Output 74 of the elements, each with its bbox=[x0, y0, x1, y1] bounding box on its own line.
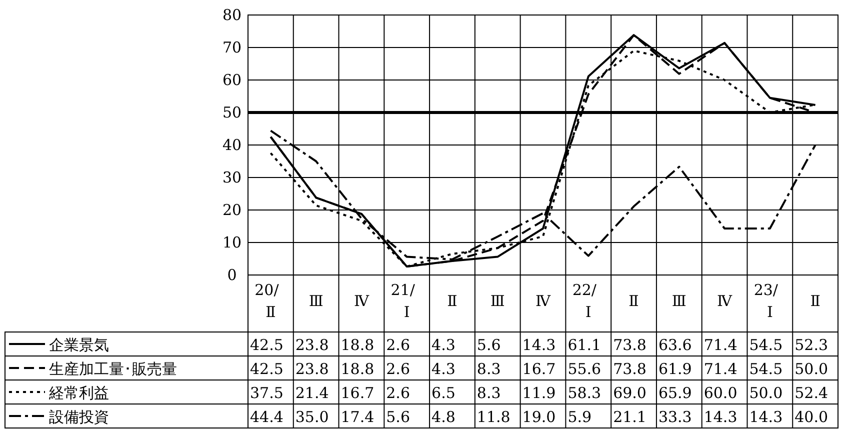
data-label: 52.3 bbox=[794, 336, 828, 354]
data-label: 4.8 bbox=[432, 408, 456, 426]
data-label: 11.8 bbox=[476, 408, 510, 426]
data-label: 4.3 bbox=[432, 360, 456, 378]
x-tick-label: 22/Ⅰ bbox=[572, 281, 598, 321]
y-tick-label: 60 bbox=[222, 71, 242, 89]
x-tick-label: Ⅳ bbox=[536, 292, 552, 310]
data-label: 17.4 bbox=[340, 408, 374, 426]
data-label: 5.9 bbox=[568, 408, 592, 426]
x-tick-label: Ⅲ bbox=[672, 292, 686, 310]
data-label: 40.0 bbox=[794, 408, 828, 426]
x-tick-label: Ⅲ bbox=[308, 292, 324, 310]
data-label: 58.3 bbox=[568, 384, 602, 402]
data-label: 33.3 bbox=[658, 408, 692, 426]
data-label: 42.5 bbox=[250, 336, 284, 354]
x-tick-label: 23/Ⅰ bbox=[754, 281, 779, 321]
y-tick-label: 80 bbox=[222, 6, 242, 24]
x-tick-label: Ⅱ bbox=[810, 292, 820, 310]
data-label: 14.3 bbox=[749, 408, 783, 426]
data-label: 65.9 bbox=[658, 384, 692, 402]
data-label: 14.3 bbox=[704, 408, 738, 426]
data-label: 23.8 bbox=[295, 360, 329, 378]
y-tick-label: 30 bbox=[222, 168, 242, 186]
y-tick-label: 40 bbox=[222, 136, 242, 154]
y-tick-label: 10 bbox=[222, 234, 242, 252]
data-label: 18.8 bbox=[340, 336, 374, 354]
data-label: 50.0 bbox=[749, 384, 783, 402]
data-label: 61.9 bbox=[658, 360, 692, 378]
data-label: 37.5 bbox=[250, 384, 284, 402]
x-tick-label: Ⅱ bbox=[447, 292, 458, 310]
y-tick-label: 50 bbox=[222, 104, 242, 122]
data-label: 23.8 bbox=[295, 336, 329, 354]
data-label: 11.9 bbox=[522, 384, 556, 402]
data-label: 19.0 bbox=[522, 408, 556, 426]
data-label: 61.1 bbox=[568, 336, 602, 354]
x-tick-label: Ⅳ bbox=[354, 292, 370, 310]
data-label: 54.5 bbox=[749, 360, 783, 378]
data-label: 2.6 bbox=[386, 360, 410, 378]
x-tick-label: Ⅱ bbox=[628, 292, 639, 310]
y-tick-label: 20 bbox=[222, 201, 242, 219]
y-tick-label: 70 bbox=[222, 38, 242, 56]
data-label: 42.5 bbox=[250, 360, 284, 378]
data-label: 8.3 bbox=[476, 384, 501, 402]
data-label: 69.0 bbox=[613, 384, 646, 402]
data-label: 5.6 bbox=[476, 336, 501, 354]
x-tick-label: Ⅳ bbox=[717, 292, 734, 310]
data-label: 6.5 bbox=[432, 384, 456, 402]
data-label: 52.4 bbox=[794, 384, 828, 402]
data-label: 14.3 bbox=[522, 336, 556, 354]
data-label: 2.6 bbox=[386, 384, 410, 402]
data-label: 54.5 bbox=[749, 336, 783, 354]
y-tick-label: 0 bbox=[227, 266, 237, 284]
data-label: 71.4 bbox=[704, 360, 738, 378]
data-label: 50.0 bbox=[794, 360, 828, 378]
data-label: 2.6 bbox=[386, 336, 410, 354]
data-label: 63.6 bbox=[658, 336, 692, 354]
x-tick-label: 20/Ⅱ bbox=[254, 281, 280, 321]
data-label: 44.4 bbox=[250, 408, 284, 426]
data-label: 60.0 bbox=[704, 384, 738, 402]
data-label: 16.7 bbox=[340, 384, 374, 402]
data-label: 4.3 bbox=[432, 336, 456, 354]
data-label: 35.0 bbox=[295, 408, 329, 426]
x-tick-label: Ⅲ bbox=[490, 292, 505, 310]
data-label: 71.4 bbox=[704, 336, 738, 354]
data-label: 8.3 bbox=[476, 360, 501, 378]
data-label: 16.7 bbox=[522, 360, 556, 378]
data-label: 18.8 bbox=[340, 360, 374, 378]
x-tick-label: 21/Ⅰ bbox=[390, 281, 416, 321]
data-label: 21.1 bbox=[613, 408, 646, 426]
data-label: 5.6 bbox=[386, 408, 410, 426]
data-label: 55.6 bbox=[568, 360, 602, 378]
data-label: 21.4 bbox=[295, 384, 329, 402]
data-label: 73.8 bbox=[613, 336, 646, 354]
data-label: 73.8 bbox=[613, 360, 646, 378]
